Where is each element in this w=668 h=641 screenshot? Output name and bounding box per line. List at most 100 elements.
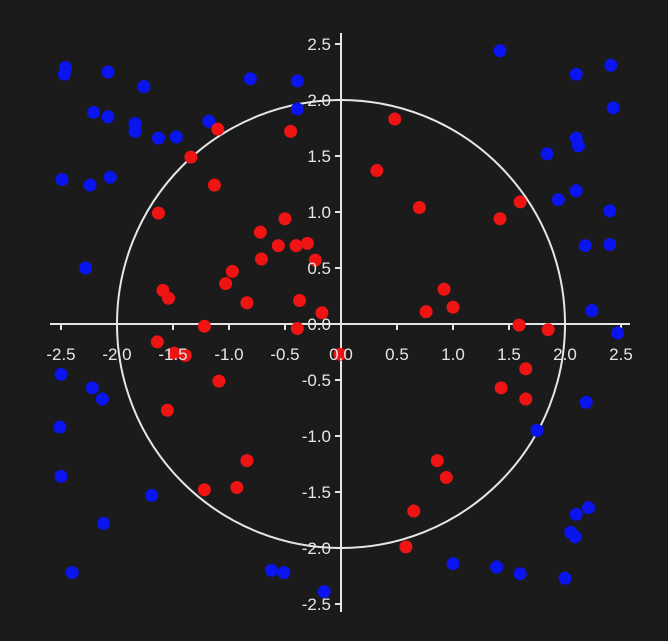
inside-point: [253, 225, 267, 239]
inside-point: [437, 282, 451, 296]
outside-point: [585, 304, 599, 318]
y-tick-label: -2.0: [302, 539, 331, 558]
y-tick-label: -1.0: [302, 427, 331, 446]
outside-point: [606, 101, 620, 115]
inside-point: [197, 483, 211, 497]
outside-point: [290, 102, 304, 116]
inside-point: [230, 481, 244, 495]
outside-point: [54, 469, 68, 483]
outside-point: [540, 147, 554, 161]
inside-point: [212, 374, 226, 388]
outside-point: [490, 560, 504, 574]
inside-point: [512, 318, 526, 332]
inside-point: [541, 323, 555, 337]
y-tick-label: 1.0: [307, 203, 331, 222]
inside-point: [219, 277, 233, 291]
outside-point: [604, 58, 618, 72]
inside-point: [412, 201, 426, 215]
inside-point: [446, 300, 460, 314]
outside-point: [95, 392, 109, 406]
outside-point: [86, 105, 100, 119]
inside-point: [293, 293, 307, 307]
outside-point: [137, 80, 151, 94]
outside-point: [53, 420, 67, 434]
inside-point: [399, 540, 413, 554]
outside-point: [169, 130, 183, 144]
outside-point: [57, 67, 71, 81]
inside-point: [162, 291, 176, 305]
outside-point: [128, 124, 142, 138]
outside-point: [611, 326, 625, 340]
outside-point: [145, 488, 159, 502]
outside-point: [582, 501, 596, 515]
x-tick-label: 1.5: [497, 345, 521, 364]
inside-point: [494, 381, 508, 395]
outside-point: [571, 139, 585, 153]
outside-point: [202, 114, 216, 128]
outside-point: [151, 131, 165, 145]
y-tick-label: 2.0: [307, 91, 331, 110]
y-tick-label: -0.5: [302, 371, 331, 390]
inside-point: [197, 319, 211, 333]
y-tick-label: 1.5: [307, 147, 331, 166]
inside-point: [493, 212, 507, 226]
inside-point: [284, 124, 298, 138]
inside-point: [184, 150, 198, 164]
inside-point: [211, 122, 225, 136]
inside-point: [430, 454, 444, 468]
inside-point: [160, 403, 174, 417]
y-tick-label: 2.5: [307, 35, 331, 54]
inside-point: [419, 305, 433, 319]
x-tick-label: 0.0: [329, 345, 353, 364]
outside-point: [551, 193, 565, 207]
outside-point: [97, 516, 111, 530]
inside-point: [370, 164, 384, 178]
x-tick-label: -2.0: [102, 345, 131, 364]
y-tick-label: -1.5: [302, 483, 331, 502]
outside-point: [65, 566, 79, 580]
inside-point: [333, 347, 347, 361]
x-tick-label: -0.5: [270, 345, 299, 364]
x-tick-label: 2.5: [609, 345, 633, 364]
inside-point: [290, 321, 304, 335]
inside-point: [308, 253, 322, 267]
outside-point: [85, 381, 99, 395]
outside-point: [446, 557, 460, 571]
outside-point: [54, 367, 68, 381]
inside-point: [278, 212, 292, 226]
outside-point: [579, 395, 593, 409]
outside-point: [513, 567, 527, 581]
inside-point: [513, 195, 527, 209]
outside-point: [101, 110, 115, 124]
outside-point: [79, 261, 93, 275]
inside-point: [315, 306, 329, 320]
inside-point: [439, 470, 453, 484]
outside-point: [493, 44, 507, 58]
outside-point: [568, 530, 582, 544]
inside-point: [407, 504, 421, 518]
inside-point: [225, 264, 239, 278]
x-tick-label: -1.5: [158, 345, 187, 364]
outside-point: [558, 571, 572, 585]
inside-point: [167, 346, 181, 360]
inside-point: [240, 296, 254, 310]
outside-point: [101, 65, 115, 79]
inside-point: [289, 239, 303, 253]
x-tick-label: -2.5: [46, 345, 75, 364]
y-tick-label: 0.0: [307, 315, 331, 334]
outside-point: [103, 170, 117, 184]
x-tick-label: 1.0: [441, 345, 465, 364]
inside-point: [240, 454, 254, 468]
outside-point: [603, 204, 617, 218]
y-tick-label: -2.5: [302, 595, 331, 614]
inside-point: [519, 362, 533, 376]
x-tick-label: 2.0: [553, 345, 577, 364]
inside-point: [271, 239, 285, 253]
inside-point: [151, 206, 165, 220]
outside-point: [265, 563, 279, 577]
outside-point: [290, 74, 304, 88]
inside-point: [207, 178, 221, 192]
inside-point: [178, 348, 192, 362]
outside-point: [569, 184, 583, 198]
